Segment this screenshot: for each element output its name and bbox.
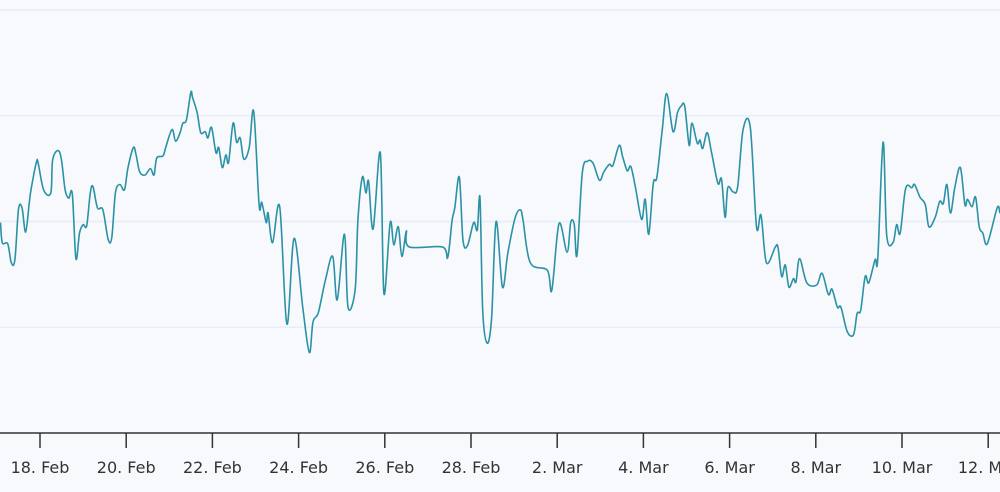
y-gridlines: [0, 9, 1000, 328]
series-line: [0, 90, 1000, 354]
x-axis-ticks: [39, 433, 989, 448]
x-tick-label: 12. Mar: [958, 458, 1000, 477]
x-tick-label: 8. Mar: [791, 458, 842, 477]
x-tick-label: 2. Mar: [532, 458, 583, 477]
series-layer: [0, 90, 1000, 354]
x-tick-label: 4. Mar: [618, 458, 669, 477]
x-tick-label: 22. Feb: [183, 458, 242, 477]
x-tick-label: 18. Feb: [11, 458, 70, 477]
x-axis-labels: 18. Feb 20. Feb 22. Feb 24. Feb 26. Feb 28. F…: [11, 458, 1000, 477]
x-tick-label: 28. Feb: [442, 458, 501, 477]
x-tick-label: 10. Mar: [872, 458, 933, 477]
x-tick-label: 26. Feb: [355, 458, 414, 477]
x-tick-label: 24. Feb: [269, 458, 328, 477]
x-tick-label: 20. Feb: [97, 458, 156, 477]
x-tick-label: 6. Mar: [704, 458, 755, 477]
